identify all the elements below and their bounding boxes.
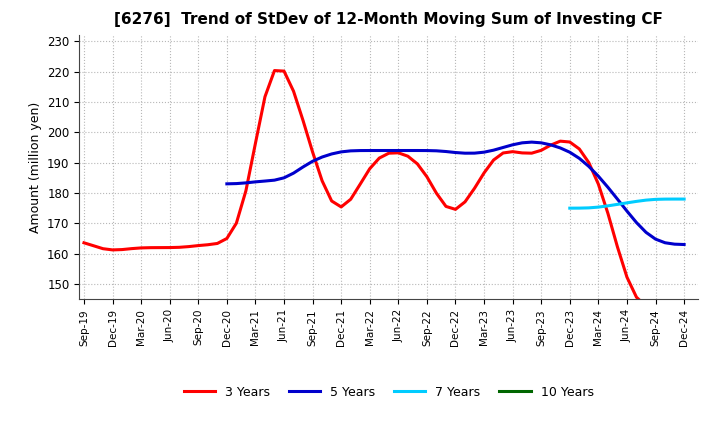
5 Years <box>318 154 326 160</box>
3 Years <box>242 188 251 194</box>
3 Years <box>175 245 184 250</box>
5 Years <box>337 149 346 154</box>
5 Years <box>413 148 422 153</box>
7 Years <box>575 205 584 211</box>
5 Years <box>451 150 460 155</box>
5 Years <box>603 185 612 190</box>
5 Years <box>585 164 593 169</box>
5 Years <box>623 209 631 214</box>
7 Years <box>670 196 679 202</box>
5 Years <box>575 156 584 161</box>
Legend: 3 Years, 5 Years, 7 Years, 10 Years: 3 Years, 5 Years, 7 Years, 10 Years <box>179 381 598 404</box>
3 Years <box>270 68 279 73</box>
5 Years <box>289 170 298 176</box>
5 Years <box>356 148 364 153</box>
5 Years <box>461 150 469 156</box>
7 Years <box>642 198 650 203</box>
5 Years <box>632 220 641 225</box>
5 Years <box>594 173 603 179</box>
5 Years <box>423 148 431 153</box>
5 Years <box>670 242 679 247</box>
3 Years <box>279 69 288 74</box>
5 Years <box>432 148 441 154</box>
5 Years <box>546 142 555 147</box>
7 Years <box>632 199 641 204</box>
5 Years <box>403 148 412 153</box>
3 Years <box>80 240 89 246</box>
7 Years <box>603 203 612 209</box>
7 Years <box>613 202 622 207</box>
7 Years <box>585 205 593 210</box>
7 Years <box>594 205 603 210</box>
5 Years <box>565 150 574 155</box>
5 Years <box>556 145 564 150</box>
7 Years <box>661 197 670 202</box>
5 Years <box>441 149 450 154</box>
Line: 7 Years: 7 Years <box>570 199 684 208</box>
Line: 3 Years: 3 Years <box>84 70 646 306</box>
5 Years <box>261 178 269 183</box>
5 Years <box>508 142 517 147</box>
5 Years <box>499 145 508 150</box>
5 Years <box>222 181 231 187</box>
3 Years <box>441 204 450 209</box>
5 Years <box>680 242 688 247</box>
5 Years <box>346 148 355 154</box>
5 Years <box>279 175 288 180</box>
3 Years <box>261 94 269 99</box>
Line: 5 Years: 5 Years <box>227 142 684 245</box>
5 Years <box>480 150 488 155</box>
5 Years <box>251 179 260 184</box>
5 Years <box>308 159 317 164</box>
5 Years <box>384 148 393 153</box>
7 Years <box>680 196 688 202</box>
5 Years <box>613 197 622 202</box>
Y-axis label: Amount (million yen): Amount (million yen) <box>29 102 42 233</box>
5 Years <box>642 230 650 235</box>
5 Years <box>270 177 279 183</box>
7 Years <box>651 197 660 202</box>
5 Years <box>299 164 307 169</box>
5 Years <box>242 180 251 186</box>
5 Years <box>394 148 402 153</box>
5 Years <box>366 148 374 153</box>
7 Years <box>565 205 574 211</box>
5 Years <box>375 148 384 153</box>
5 Years <box>470 150 479 156</box>
3 Years <box>222 236 231 241</box>
5 Years <box>651 236 660 242</box>
5 Years <box>537 140 546 146</box>
5 Years <box>490 147 498 153</box>
5 Years <box>232 181 240 186</box>
5 Years <box>518 140 526 146</box>
5 Years <box>527 139 536 145</box>
5 Years <box>328 151 336 157</box>
7 Years <box>623 200 631 205</box>
Title: [6276]  Trend of StDev of 12-Month Moving Sum of Investing CF: [6276] Trend of StDev of 12-Month Moving… <box>114 12 663 27</box>
5 Years <box>661 240 670 246</box>
3 Years <box>642 304 650 309</box>
